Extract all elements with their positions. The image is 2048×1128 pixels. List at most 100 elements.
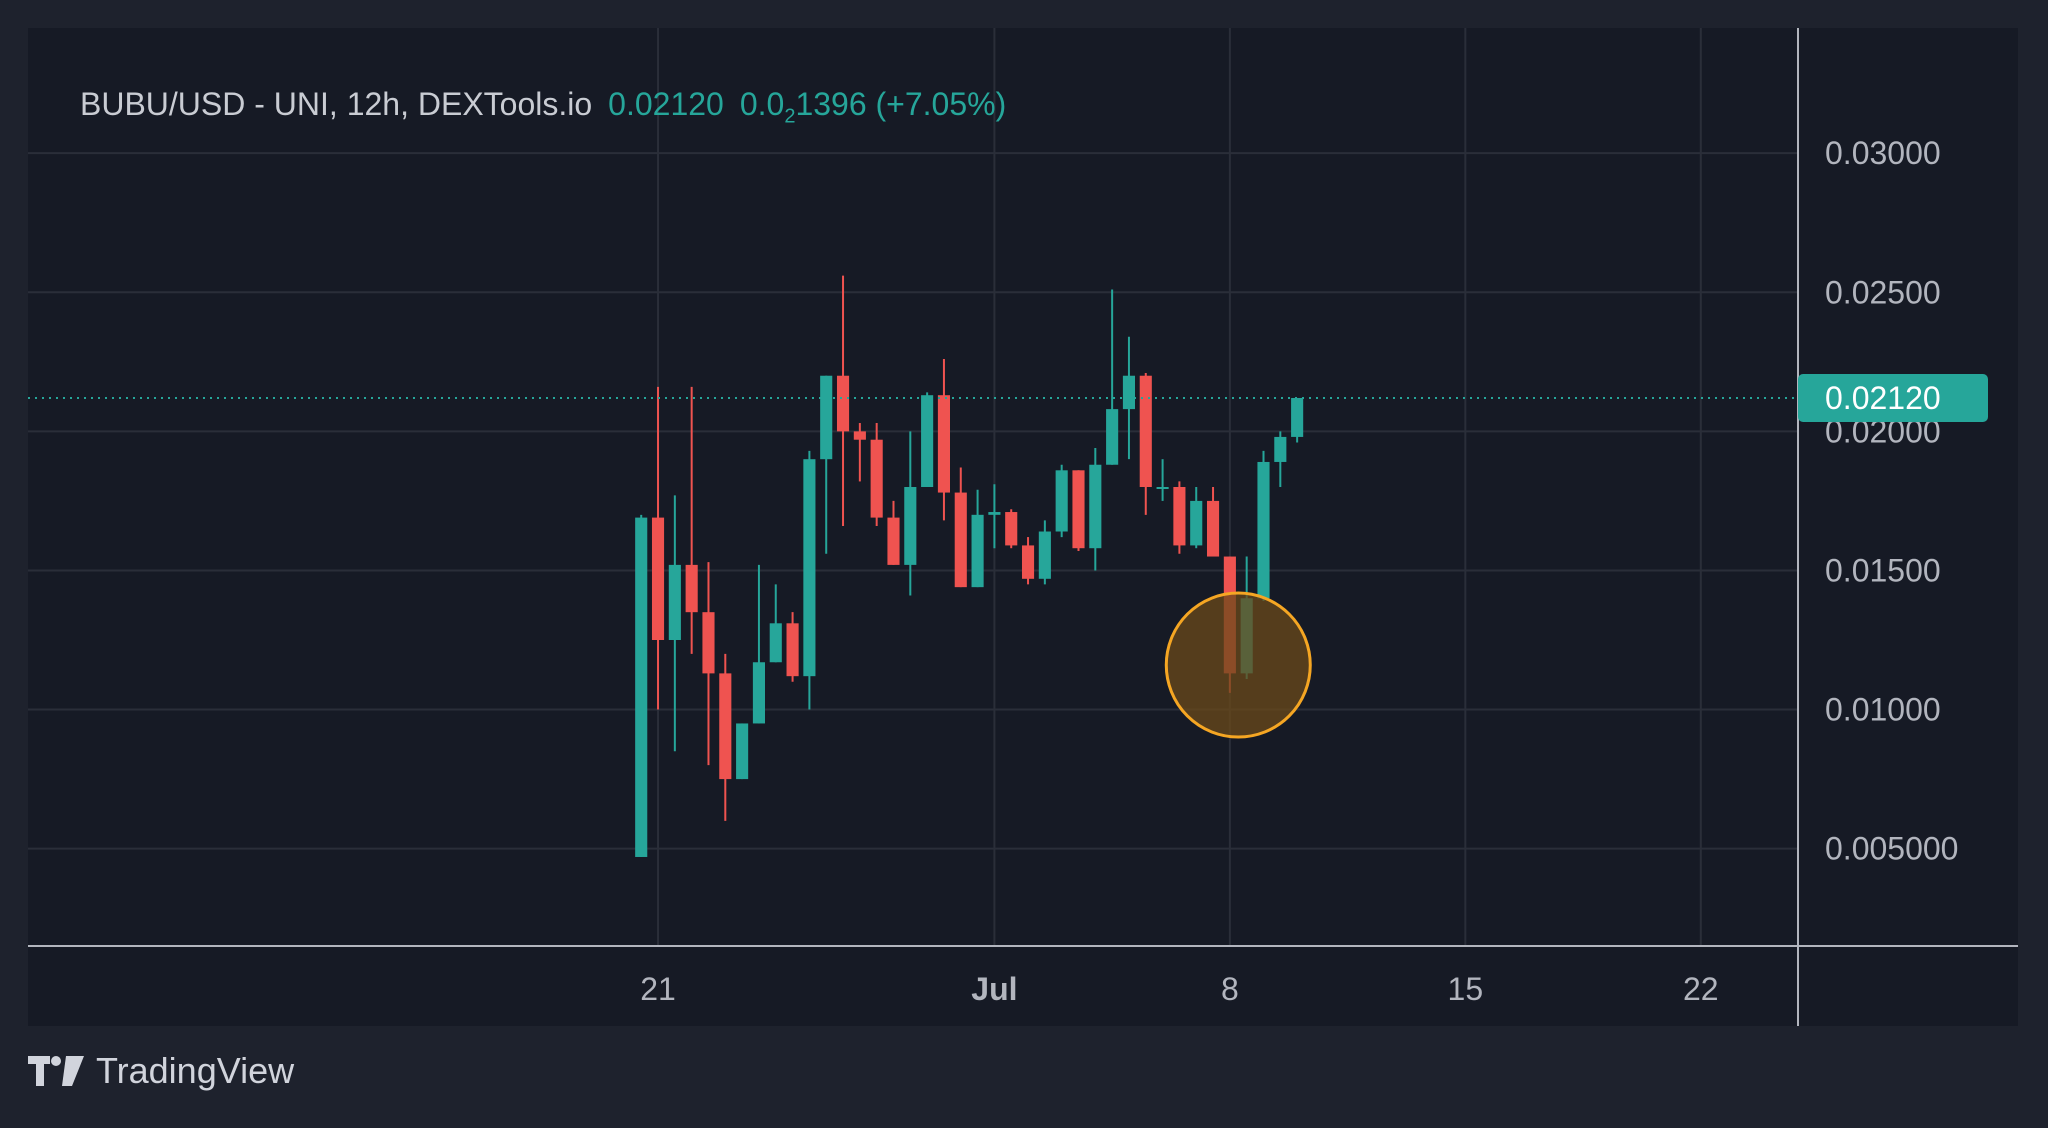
- candle-down: [719, 653, 732, 821]
- candle-body: [685, 564, 698, 613]
- candle-down: [870, 423, 883, 526]
- candle-down: [1021, 537, 1035, 585]
- candle-down: [685, 386, 698, 654]
- candle-body: [1089, 464, 1102, 549]
- candlestick-chart[interactable]: 0.030000.025000.020000.015000.010000.005…: [28, 28, 2018, 1026]
- candle-up: [988, 484, 1001, 549]
- current-price-label: 0.02120: [1825, 380, 1941, 416]
- candle-body: [803, 459, 816, 677]
- candle-up: [752, 564, 765, 724]
- current-price-badge: [1798, 373, 1988, 422]
- candle-body: [1173, 487, 1186, 546]
- candle-body: [702, 612, 715, 674]
- candle-body: [668, 564, 681, 640]
- candle-body: [651, 517, 665, 640]
- candle-up: [1291, 397, 1304, 443]
- candle-body: [1106, 409, 1119, 465]
- candle-up: [1089, 448, 1102, 571]
- chart-panel[interactable]: 0.03000 0.02500 0.02000 0.01500 0.01000 0.005…: [28, 28, 2018, 1026]
- candle-body: [1139, 375, 1152, 487]
- candle-down: [937, 359, 951, 521]
- candle-body: [870, 439, 883, 518]
- x-tick-label: 22: [1683, 971, 1719, 1007]
- candle-body: [752, 662, 765, 724]
- candle-up: [1038, 520, 1051, 585]
- tradingview-logo-icon: [28, 1056, 84, 1086]
- candle-body: [1274, 436, 1287, 462]
- legend-change-pct: (+7.05%): [875, 86, 1007, 122]
- legend-change-suffix: 1396: [795, 86, 867, 122]
- chart-legend: BUBU/USD - UNI, 12h, DEXTools.io 0.02120 0…: [80, 86, 1006, 128]
- tradingview-attribution[interactable]: TradingView: [28, 1050, 294, 1092]
- candle-up: [1055, 464, 1068, 538]
- candle-body: [736, 723, 749, 780]
- candle-body: [635, 517, 648, 857]
- grid: [28, 28, 1798, 946]
- candle-down: [954, 467, 967, 588]
- legend-symbol: BUBU/USD - UNI, 12h, DEXTools.io: [80, 86, 593, 122]
- candle-body: [1072, 470, 1085, 549]
- x-tick-label: Jul: [971, 971, 1017, 1007]
- candle-up: [803, 450, 816, 710]
- candle-body: [937, 395, 951, 493]
- legend-last-value: 0.02120: [608, 86, 724, 122]
- candle-up: [769, 584, 782, 663]
- candle-body: [887, 517, 900, 565]
- candle-up: [1106, 289, 1119, 465]
- highlight-circle: [1164, 591, 1312, 739]
- candle-body: [904, 487, 917, 565]
- y-tick-label: 0.01500: [1825, 552, 1941, 588]
- candle-down: [1206, 487, 1220, 557]
- tradingview-brand-text: TradingView: [96, 1050, 295, 1091]
- candle-body: [853, 431, 866, 440]
- candle-body: [719, 673, 732, 780]
- candle-up: [635, 514, 648, 857]
- candle-down: [1005, 509, 1018, 549]
- candle-down: [1173, 481, 1186, 554]
- candle-up: [904, 431, 917, 596]
- candle-body: [1021, 545, 1035, 579]
- legend-change-subscript: 2: [784, 105, 796, 128]
- candle-up: [1274, 431, 1287, 487]
- candle-up: [668, 495, 681, 752]
- highlight-marker-circle: [1164, 591, 1312, 739]
- candle-body: [1122, 375, 1136, 410]
- candle-up: [1190, 487, 1203, 549]
- candle-body: [988, 512, 1001, 515]
- candle-up: [1257, 450, 1270, 602]
- candle-body: [954, 492, 967, 588]
- candle-up: [971, 489, 984, 588]
- candle-down: [786, 612, 799, 682]
- candle-down: [1072, 470, 1085, 551]
- candle-body: [1206, 500, 1220, 557]
- candle-body: [1257, 461, 1270, 599]
- candle-body: [971, 514, 984, 588]
- candle-down: [836, 275, 850, 526]
- candle-down: [1139, 372, 1152, 515]
- legend-change: 0.021396 (+7.05%): [739, 86, 1007, 127]
- legend-change-prefix: 0.0: [739, 86, 785, 122]
- candle-down: [651, 386, 665, 710]
- y-tick-label: 0.03000: [1825, 135, 1941, 171]
- candle-body: [1055, 470, 1068, 532]
- candle-up: [921, 392, 934, 487]
- x-tick-label: 8: [1221, 971, 1239, 1007]
- candle-body: [1156, 487, 1169, 489]
- candle-down: [702, 562, 715, 766]
- candle-up: [736, 723, 749, 780]
- candle-body: [1005, 512, 1018, 546]
- candle-body: [769, 623, 782, 663]
- candle-up: [820, 375, 833, 554]
- candle-body: [836, 375, 850, 432]
- axes: 0.030000.025000.020000.015000.010000.005…: [28, 28, 2018, 1026]
- candle-body: [1038, 531, 1051, 579]
- y-tick-label: 0.005000: [1825, 831, 1958, 867]
- candle-up: [1156, 459, 1169, 501]
- candle-body: [786, 623, 799, 677]
- candle-body: [1291, 397, 1304, 437]
- candle-down: [887, 500, 900, 565]
- y-tick-label: 0.02500: [1825, 274, 1941, 310]
- x-tick-label: 21: [640, 971, 676, 1007]
- candle-body: [1190, 500, 1203, 546]
- candle-down: [853, 423, 866, 482]
